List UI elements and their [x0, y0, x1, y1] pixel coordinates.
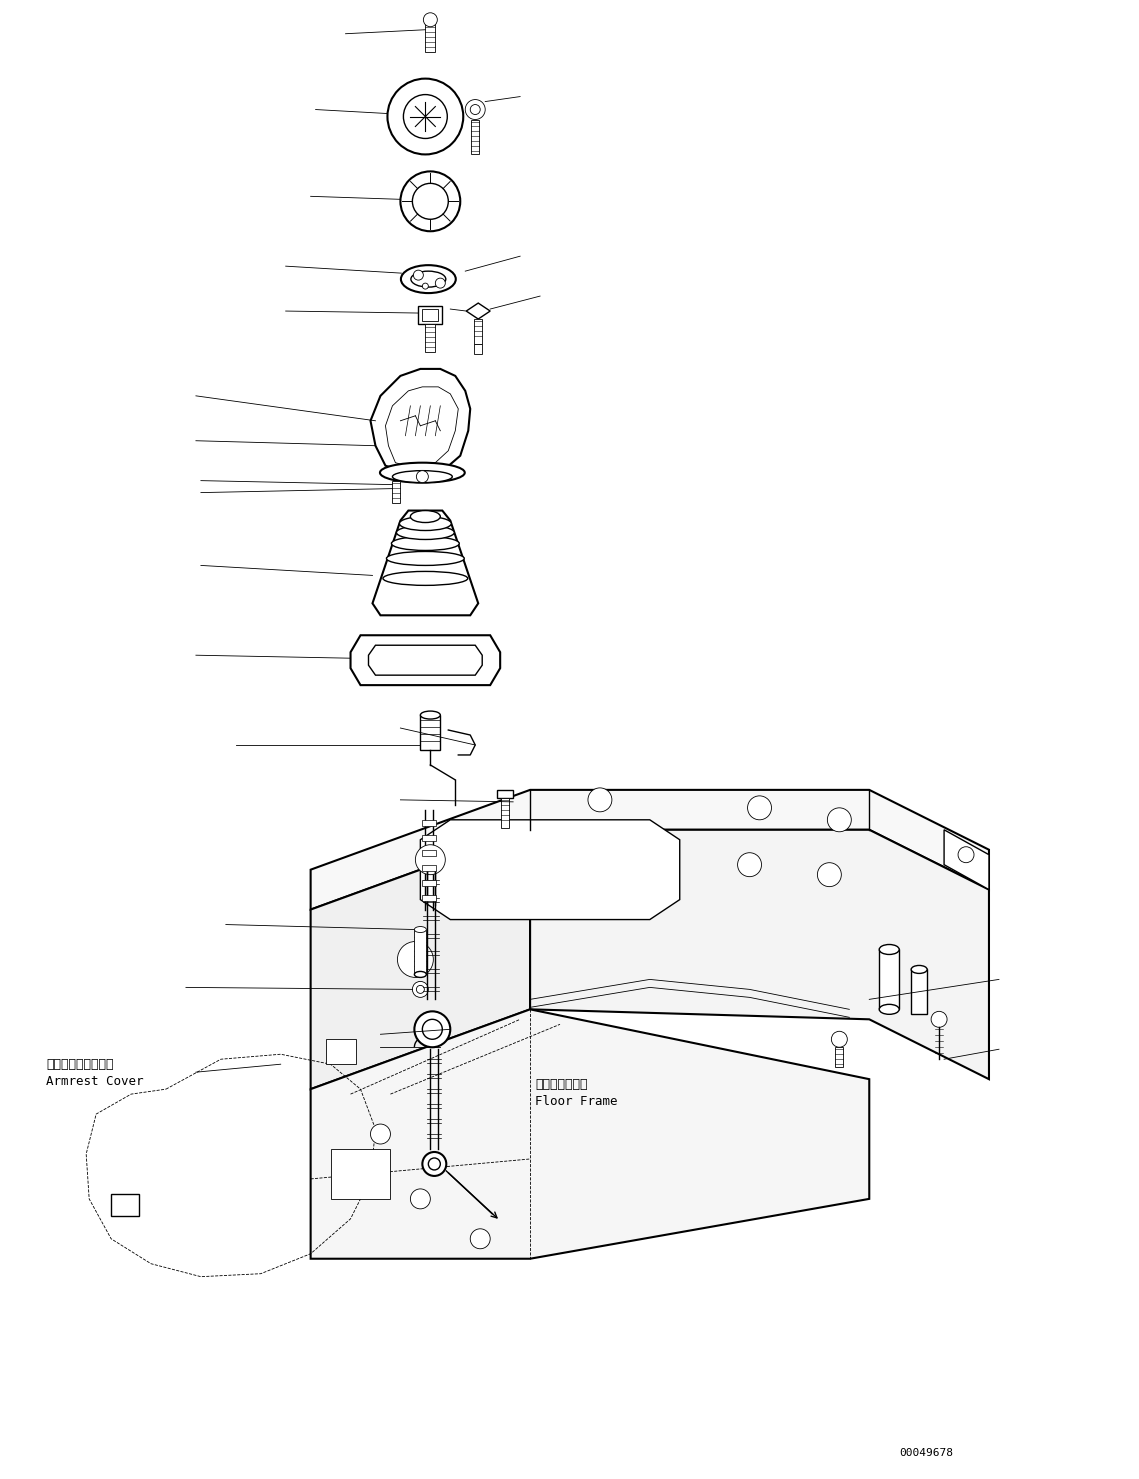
Bar: [423, 880, 436, 886]
Ellipse shape: [415, 926, 426, 933]
Bar: [415, 929, 426, 975]
Ellipse shape: [396, 525, 454, 540]
Circle shape: [470, 105, 481, 114]
Bar: [474, 345, 482, 353]
Bar: [425, 324, 435, 352]
Polygon shape: [944, 830, 989, 890]
Bar: [393, 481, 401, 503]
Polygon shape: [420, 819, 680, 920]
Polygon shape: [311, 790, 989, 910]
Circle shape: [398, 942, 433, 978]
Ellipse shape: [383, 571, 468, 586]
Ellipse shape: [879, 1004, 899, 1015]
Circle shape: [931, 1012, 947, 1028]
Circle shape: [417, 470, 428, 482]
Bar: [498, 790, 514, 797]
Circle shape: [423, 1019, 442, 1040]
Ellipse shape: [393, 470, 452, 482]
Circle shape: [415, 1012, 450, 1047]
Ellipse shape: [401, 265, 456, 293]
Circle shape: [412, 183, 449, 219]
Ellipse shape: [411, 271, 445, 287]
Bar: [326, 1040, 355, 1065]
Circle shape: [958, 847, 974, 862]
Circle shape: [428, 1158, 441, 1170]
Bar: [423, 834, 436, 840]
Text: アームレストカバー: アームレストカバー: [47, 1057, 114, 1071]
Polygon shape: [370, 368, 470, 473]
Text: フロアフレーム: フロアフレーム: [535, 1078, 588, 1090]
Circle shape: [747, 796, 771, 819]
Circle shape: [401, 172, 460, 231]
Circle shape: [410, 1189, 431, 1208]
Ellipse shape: [380, 463, 465, 482]
Circle shape: [413, 271, 424, 280]
Circle shape: [470, 1229, 490, 1248]
Circle shape: [831, 1031, 847, 1047]
Ellipse shape: [400, 516, 451, 531]
Polygon shape: [530, 830, 989, 1080]
Polygon shape: [311, 1009, 869, 1259]
Circle shape: [588, 788, 612, 812]
Text: 00049678: 00049678: [899, 1448, 953, 1458]
Text: Floor Frame: Floor Frame: [535, 1094, 617, 1108]
Bar: [911, 969, 927, 1015]
Ellipse shape: [410, 510, 441, 522]
Circle shape: [403, 95, 448, 139]
Ellipse shape: [420, 711, 441, 719]
Bar: [420, 714, 441, 750]
Polygon shape: [311, 830, 530, 1089]
Circle shape: [818, 862, 842, 886]
Bar: [879, 950, 899, 1009]
Polygon shape: [385, 387, 458, 467]
Bar: [423, 819, 436, 825]
Circle shape: [417, 985, 425, 994]
Bar: [112, 1194, 139, 1216]
Bar: [423, 309, 439, 321]
Circle shape: [435, 278, 445, 288]
Polygon shape: [369, 645, 482, 674]
Bar: [330, 1149, 391, 1199]
Circle shape: [465, 99, 485, 120]
Ellipse shape: [386, 552, 465, 565]
Bar: [423, 850, 436, 856]
Circle shape: [416, 845, 445, 874]
Ellipse shape: [392, 537, 459, 550]
Bar: [501, 797, 509, 828]
Circle shape: [827, 808, 851, 831]
Circle shape: [412, 982, 428, 997]
Ellipse shape: [911, 966, 927, 973]
Bar: [472, 120, 480, 154]
Circle shape: [387, 78, 464, 154]
Circle shape: [738, 853, 762, 877]
Ellipse shape: [415, 972, 426, 978]
Bar: [423, 895, 436, 901]
Circle shape: [424, 13, 437, 27]
Text: Armrest Cover: Armrest Cover: [47, 1075, 144, 1087]
Bar: [474, 319, 482, 345]
Bar: [423, 865, 436, 871]
Bar: [425, 22, 435, 52]
Circle shape: [423, 1152, 446, 1176]
Circle shape: [370, 1124, 391, 1145]
Circle shape: [423, 282, 428, 288]
Ellipse shape: [879, 945, 899, 954]
Bar: [835, 1047, 843, 1068]
Bar: [418, 306, 442, 324]
Polygon shape: [466, 303, 490, 319]
Polygon shape: [372, 510, 478, 615]
Polygon shape: [351, 636, 500, 685]
